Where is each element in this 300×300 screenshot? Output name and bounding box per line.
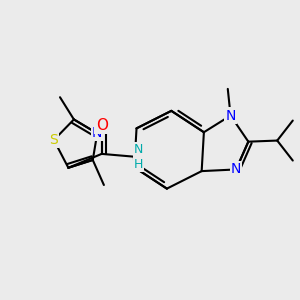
Text: O: O bbox=[96, 118, 108, 133]
Text: N
H: N H bbox=[134, 143, 143, 171]
Text: N: N bbox=[225, 109, 236, 123]
Text: N: N bbox=[92, 126, 102, 140]
Text: N: N bbox=[231, 162, 241, 176]
Text: S: S bbox=[50, 133, 58, 147]
